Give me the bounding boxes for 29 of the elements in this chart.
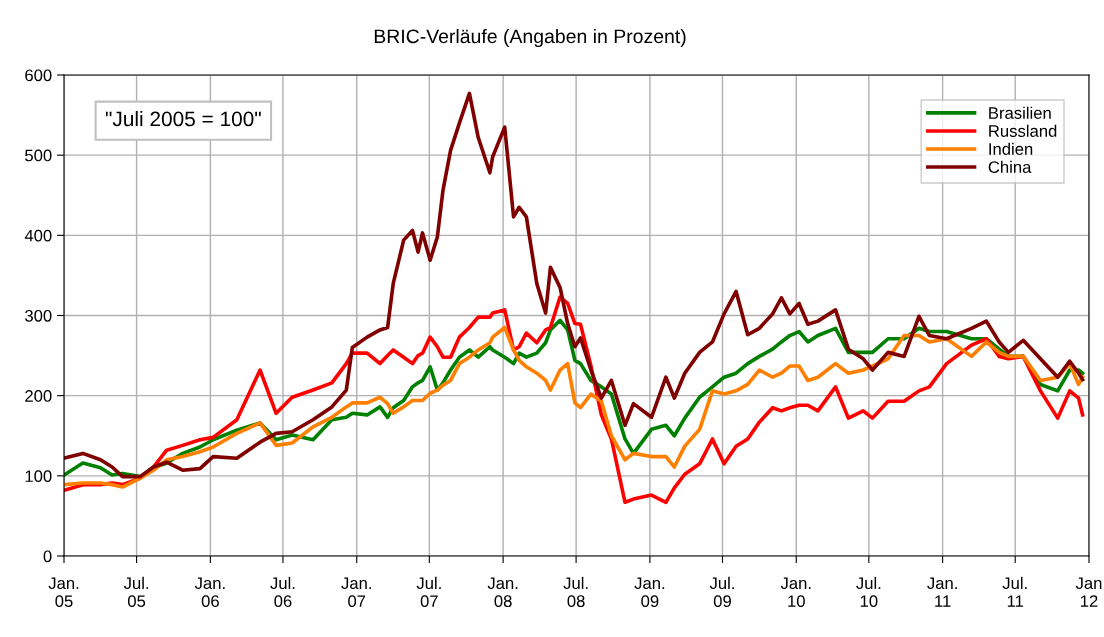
x-tick-label: Jul. 11 — [1002, 576, 1027, 607]
x-tick-label: Jan. 07 — [341, 577, 371, 608]
x-tick-label: Jul. 09 — [709, 576, 734, 608]
legend-label: Brasilien — [989, 106, 1051, 119]
x-tick-label: Jan. 09 — [634, 577, 665, 608]
x-tick-label: Jul. 10 — [856, 576, 881, 608]
y-tick-label: 500 — [25, 149, 52, 162]
x-tick-label: Jul. 08 — [563, 576, 588, 608]
legend-label: China — [988, 160, 1032, 174]
x-tick-label: Jul. 05 — [123, 576, 149, 608]
y-tick-label: 200 — [25, 390, 52, 402]
y-tick-label: 300 — [25, 309, 52, 322]
x-tick-label: Jan. 06 — [194, 577, 225, 608]
y-tick-label: 400 — [24, 229, 52, 242]
y-tick-label: 100 — [25, 470, 52, 483]
x-tick-label: Jan. 08 — [487, 577, 518, 608]
x-tick-label: Jan. 11 — [927, 577, 957, 607]
line-series — [64, 91, 1085, 479]
x-tick-label: Jan 12 — [1075, 577, 1102, 607]
x-tick-label: Jan. 05 — [48, 577, 79, 608]
x-tick-label: Jul. 06 — [270, 576, 295, 608]
chart-title: BRIC-Verläufe (Angaben in Prozent) — [374, 28, 686, 48]
y-tick-label: 0 — [43, 550, 52, 563]
x-tick-label: Jul. 07 — [416, 576, 441, 608]
y-tick-label: 600 — [25, 69, 52, 82]
annotation: "Juli 2005 = 100" — [105, 110, 261, 127]
legend-label: Indien — [989, 142, 1033, 155]
x-tick-label: Jan. 10 — [780, 577, 811, 608]
legend-label: Russland — [989, 124, 1057, 137]
